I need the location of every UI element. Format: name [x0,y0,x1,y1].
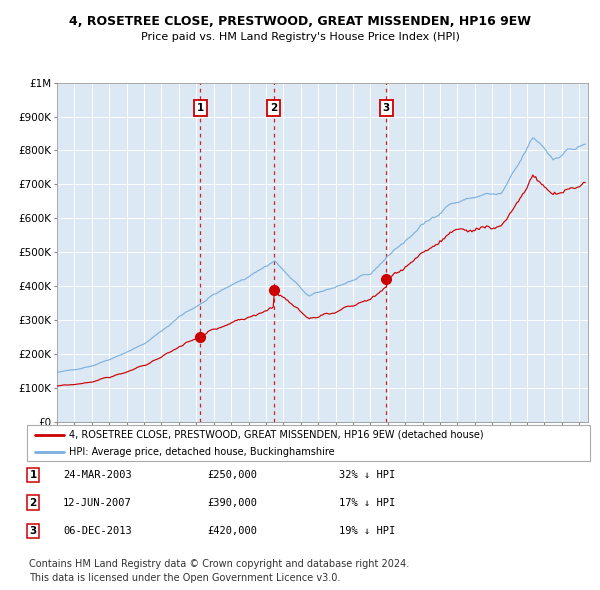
Text: 1: 1 [29,470,37,480]
FancyBboxPatch shape [27,425,590,461]
Text: 4, ROSETREE CLOSE, PRESTWOOD, GREAT MISSENDEN, HP16 9EW: 4, ROSETREE CLOSE, PRESTWOOD, GREAT MISS… [69,15,531,28]
Text: 3: 3 [29,526,37,536]
Text: 24-MAR-2003: 24-MAR-2003 [63,470,132,480]
Text: 2: 2 [29,498,37,507]
Text: Price paid vs. HM Land Registry's House Price Index (HPI): Price paid vs. HM Land Registry's House … [140,32,460,42]
Text: £420,000: £420,000 [207,526,257,536]
Text: 2: 2 [270,103,277,113]
Text: 19% ↓ HPI: 19% ↓ HPI [339,526,395,536]
Text: 4, ROSETREE CLOSE, PRESTWOOD, GREAT MISSENDEN, HP16 9EW (detached house): 4, ROSETREE CLOSE, PRESTWOOD, GREAT MISS… [69,430,484,440]
Text: 17% ↓ HPI: 17% ↓ HPI [339,498,395,507]
Text: Contains HM Land Registry data © Crown copyright and database right 2024.
This d: Contains HM Land Registry data © Crown c… [29,559,409,582]
Text: 12-JUN-2007: 12-JUN-2007 [63,498,132,507]
Text: £390,000: £390,000 [207,498,257,507]
Text: 1: 1 [196,103,204,113]
Text: £250,000: £250,000 [207,470,257,480]
Text: 06-DEC-2013: 06-DEC-2013 [63,526,132,536]
Text: 3: 3 [383,103,390,113]
Text: 32% ↓ HPI: 32% ↓ HPI [339,470,395,480]
Text: HPI: Average price, detached house, Buckinghamshire: HPI: Average price, detached house, Buck… [69,447,335,457]
